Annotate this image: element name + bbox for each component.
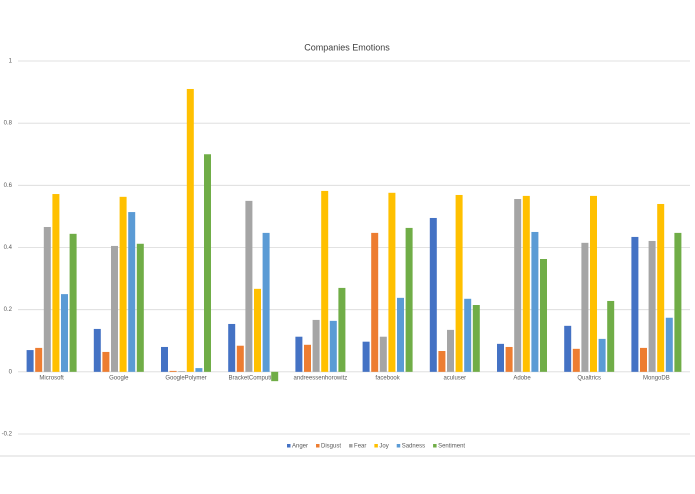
bar [136,243,144,372]
bar [245,200,253,372]
legend-label: Disgust [321,444,341,450]
bar [111,245,118,372]
bar [254,288,261,372]
bar [195,368,203,372]
y-tick-label: 0 [9,369,13,375]
bar [522,195,530,372]
x-tick-label: BracketComputing [229,375,278,381]
bar [61,294,68,372]
legend-swatch [287,444,291,448]
bar [607,300,615,372]
chart-title: Companies Emotions [304,42,390,52]
bar [540,259,547,372]
y-tick-label: 0.6 [4,183,13,189]
bar [304,344,311,372]
bar [429,217,437,372]
bar [338,287,346,372]
bar [271,371,279,382]
bar [472,305,480,372]
bar [640,347,647,372]
bar [26,350,34,372]
legend-swatch [433,444,437,448]
legend-label: Anger [292,444,308,450]
bar [379,336,387,372]
bar [102,351,110,372]
bar [397,297,404,372]
x-tick-label: Microsoft [39,375,64,381]
bar [295,336,303,372]
y-tick-label: 0.4 [4,245,13,251]
bar [388,192,396,372]
legend-swatch [349,444,353,448]
y-tick-label: 0.2 [4,307,13,313]
legend-label: Fear [354,444,366,450]
bar [564,325,572,372]
bar [505,346,513,372]
bar [665,317,673,372]
x-tick-label: Adobe [513,375,531,381]
bar [572,348,580,372]
bar [186,88,194,372]
y-tick-label: -0.2 [2,432,13,438]
bar [204,154,211,372]
bar [455,194,463,372]
bar [648,240,656,372]
x-tick-label: Qualtrics [577,375,601,381]
bar [236,345,244,372]
x-tick-label: facebook [375,375,400,381]
bar [598,338,606,372]
legend-label: Sadness [402,444,425,450]
x-tick-label: MongoDB [643,375,670,381]
x-tick-label: Google [109,375,129,381]
y-tick-label: 1 [9,59,13,65]
bar [52,194,60,372]
bar [438,351,446,372]
bar [531,231,539,372]
legend-swatch [396,444,401,448]
legend-swatch [374,444,378,448]
bar [631,236,639,372]
bar [657,203,665,372]
bar [128,212,136,372]
bar [674,232,682,372]
bar [169,370,177,372]
y-tick-label: 0.8 [4,121,13,127]
bar [93,328,101,372]
bar [329,320,337,372]
bar [371,232,379,372]
bar [514,199,522,372]
legend-label: Sentiment [438,444,465,450]
bar [178,371,186,372]
bar [161,346,168,372]
legend-swatch [316,444,320,448]
bar [497,343,504,372]
x-tick-label: aculuser [443,375,466,381]
bar [581,242,589,372]
bar [228,323,236,372]
x-tick-label: GooglePolymer [165,375,206,381]
bar [362,341,370,372]
legend-label: Joy [379,444,388,450]
bar [312,319,320,372]
bar [321,190,329,372]
x-tick-label: andreessenhorowitz [294,375,348,381]
bar [464,298,472,372]
bar [119,196,127,372]
bar [447,329,454,372]
bar [43,226,51,372]
bar [35,347,43,372]
bar [69,233,77,372]
bar [262,232,270,372]
bar [590,195,597,372]
bar [405,227,413,372]
